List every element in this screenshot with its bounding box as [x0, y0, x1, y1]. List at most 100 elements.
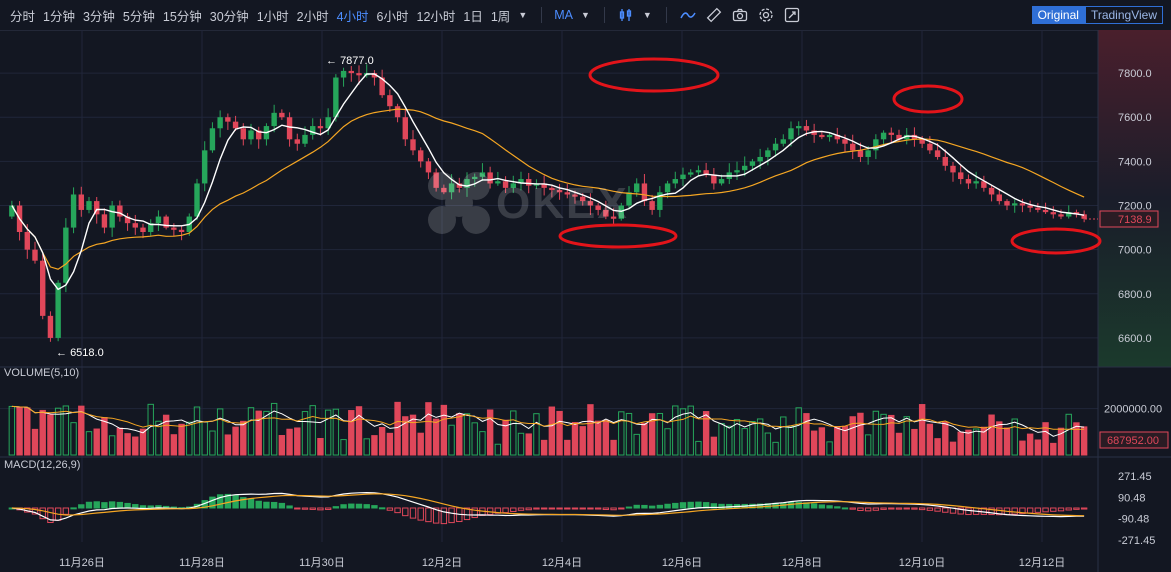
volume-bar	[263, 410, 270, 456]
volume-bar	[39, 409, 46, 456]
candle-body	[425, 161, 432, 173]
macd-bar	[888, 507, 895, 510]
volume-bar	[62, 405, 70, 456]
candle-body	[657, 192, 663, 210]
candle-body	[649, 201, 655, 210]
candle-body	[32, 249, 38, 261]
view-original-button[interactable]: Original	[1031, 6, 1085, 24]
volume-bar	[880, 413, 887, 456]
volume-bar	[386, 432, 394, 456]
candle-type-icon[interactable]	[618, 7, 634, 23]
date-tick-label: 12月12日	[1019, 557, 1065, 569]
timeframe-button[interactable]: 30分钟	[209, 9, 249, 24]
macd-bar	[39, 507, 46, 520]
candle-body	[618, 205, 624, 219]
timeframe-button[interactable]: 6小时	[376, 9, 409, 24]
timeframe-button[interactable]: 2小时	[296, 9, 329, 24]
date-tick-label: 11月30日	[299, 557, 345, 569]
candle-body	[448, 183, 455, 193]
macd-bar	[139, 505, 147, 509]
candle-body	[1012, 203, 1018, 206]
volume-bar	[756, 418, 764, 456]
candle-body	[518, 179, 524, 184]
macd-bar	[602, 507, 610, 511]
toolbar-divider	[665, 7, 667, 23]
volume-bar	[378, 426, 386, 456]
volume-bar	[1026, 433, 1034, 456]
volume-bar	[664, 428, 671, 456]
macd-bar	[656, 504, 664, 509]
camera-icon[interactable]	[732, 7, 748, 23]
timeframe-button[interactable]: 分时	[10, 9, 36, 24]
candle-body	[171, 227, 177, 230]
timeframe-button[interactable]: 4小时	[336, 9, 369, 24]
candle-body	[811, 130, 817, 135]
candle-type-chevron-down-icon[interactable]: ▼	[642, 10, 652, 20]
macd-pane-label: MACD(12,26,9)	[4, 459, 80, 471]
volume-bar	[648, 413, 656, 456]
annotation-ellipse	[1010, 227, 1102, 255]
chart-area[interactable]: 7800.0 7600.0 7400.0 7200.0 7000.0 6800.0 6600…	[0, 30, 1171, 572]
macd-bar	[247, 498, 255, 509]
macd-bar	[695, 501, 702, 509]
volume-bar	[587, 404, 594, 456]
timeframe-button[interactable]: 1日	[463, 9, 483, 24]
candle-body	[317, 126, 324, 129]
candle-body	[880, 132, 887, 140]
macd-bar	[641, 504, 648, 509]
candle-body	[109, 205, 115, 228]
volume-bar	[93, 428, 100, 456]
macd-bar	[494, 507, 502, 514]
price-axis-background	[1098, 30, 1171, 367]
settings-icon[interactable]	[758, 7, 774, 23]
volume-bar	[718, 423, 725, 456]
timeframe-button[interactable]: 12小时	[416, 9, 456, 24]
volume-bar	[864, 434, 872, 456]
volume-bar	[270, 402, 278, 456]
volume-bar	[857, 412, 864, 456]
candle-body	[86, 201, 92, 210]
line-chart-icon[interactable]	[680, 7, 696, 23]
volume-bar	[533, 413, 540, 456]
macd-bar	[864, 507, 872, 512]
volume-bar	[1065, 413, 1072, 456]
candle-body	[803, 126, 810, 131]
more-timeframes-chevron-down-icon[interactable]: ▼	[518, 10, 528, 20]
price-tick-label: 6600.0	[1118, 333, 1152, 345]
timeframe-button[interactable]: 15分钟	[162, 9, 202, 24]
macd-bar	[270, 501, 278, 509]
volume-bar	[641, 422, 648, 456]
timeframe-button[interactable]: 5分钟	[122, 9, 155, 24]
candle-body	[549, 187, 555, 191]
macd-bar	[93, 501, 100, 509]
indicator-ma-button[interactable]: MA	[554, 8, 573, 22]
volume-bar	[517, 432, 525, 456]
volume-bar	[810, 430, 818, 456]
ruler-icon[interactable]	[706, 7, 722, 23]
volume-bar	[633, 433, 640, 456]
volume-bar	[911, 428, 918, 456]
volume-bar	[155, 420, 162, 456]
volume-bar	[1019, 440, 1026, 456]
macd-bar	[1057, 507, 1065, 512]
candle-body	[927, 143, 933, 151]
macd-bar	[402, 507, 409, 517]
candle-body	[834, 134, 840, 140]
macd-bar	[240, 497, 247, 509]
candle-body	[502, 181, 509, 188]
candle-body	[124, 216, 131, 224]
timeframe-button[interactable]: 3分钟	[82, 9, 115, 24]
timeframe-button[interactable]: 1分钟	[43, 9, 75, 24]
candle-body	[610, 216, 617, 219]
indicator-chevron-down-icon[interactable]: ▼	[580, 10, 590, 20]
timeframe-button[interactable]: 1周	[490, 9, 511, 24]
volume-bar	[193, 406, 201, 456]
macd-bar	[826, 505, 833, 509]
volume-bar	[463, 413, 471, 456]
view-tradingview-button[interactable]: TradingView	[1084, 6, 1163, 24]
timeframe-button[interactable]: 1小时	[256, 9, 289, 24]
volume-bar	[240, 420, 247, 456]
fullscreen-icon[interactable]	[784, 7, 800, 23]
candle-body	[394, 106, 401, 118]
macd-dea-line	[11, 493, 1085, 517]
